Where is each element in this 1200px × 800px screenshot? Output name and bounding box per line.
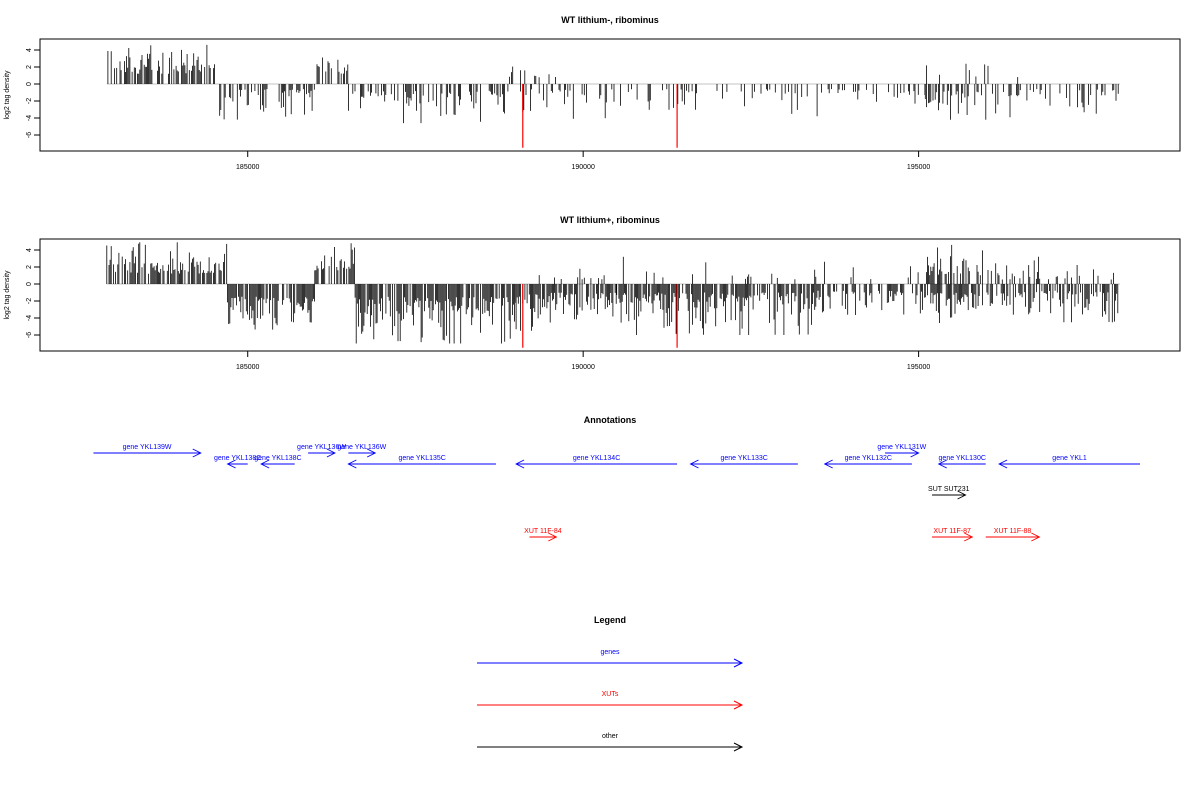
legend-title: Legend xyxy=(594,615,626,625)
y-tick-label: 2 xyxy=(26,65,33,69)
feature-label: gene YKL132C xyxy=(845,455,892,462)
arrow-head xyxy=(689,459,699,469)
legend-label: other xyxy=(602,733,619,740)
arrow-head xyxy=(260,459,270,469)
legend-arrow-head xyxy=(733,658,744,668)
feature-label: gene YKL139W xyxy=(123,444,172,451)
arrow-head xyxy=(1031,532,1041,542)
feature-label: gene YKL136W xyxy=(297,444,346,451)
legend-panel: Legend genes XUTs other xyxy=(477,615,744,752)
feature-label: gene YKL138C xyxy=(254,455,301,462)
axis-ticks: -6 -4 -2 0 2 4 185000 190000 195000 xyxy=(26,248,931,371)
y-tick-label: 4 xyxy=(26,248,33,252)
x-tick-label: 185000 xyxy=(236,164,259,171)
arrow-head xyxy=(548,532,558,542)
y-tick-label: -2 xyxy=(26,98,33,104)
panel-title: WT lithium+, ribominus xyxy=(560,215,660,225)
arrow-head xyxy=(910,448,920,458)
y-tick-label: -6 xyxy=(26,332,33,338)
y-tick-label: 2 xyxy=(26,265,33,269)
density-bars xyxy=(106,242,1120,344)
arrow-head xyxy=(366,448,377,458)
arrow-head xyxy=(226,459,236,469)
arrow-head xyxy=(347,459,357,469)
y-axis-label: log2 tag density xyxy=(4,270,11,320)
x-tick-label: 195000 xyxy=(907,364,930,371)
feature-label: XUT 11F-88 xyxy=(994,528,1032,535)
feature-label: gene YKL131W xyxy=(877,444,926,451)
highlight-lines xyxy=(522,84,678,148)
annotations-title: Annotations xyxy=(584,415,637,425)
feature-label: gene YKL130C xyxy=(939,455,986,462)
arrow-head xyxy=(823,459,833,469)
arrow-head xyxy=(192,448,202,458)
feature-label: SUT SUT231 xyxy=(928,486,970,493)
feature-label: gene YKL136W xyxy=(337,444,386,451)
highlight-lines xyxy=(522,284,678,348)
arrow-head xyxy=(937,459,947,469)
panel-title: WT lithium-, ribominus xyxy=(561,15,659,25)
arrow-head xyxy=(326,448,336,458)
y-tick-label: 0 xyxy=(26,282,33,286)
plot-frame xyxy=(39,38,1181,152)
arrow-head xyxy=(515,459,525,469)
feature-label: gene YKL133C xyxy=(720,455,767,462)
y-tick-label: -4 xyxy=(26,315,33,321)
track-panel-lithium-plus: WT lithium+, ribominus log2 tag density … xyxy=(4,215,1181,371)
x-tick-label: 195000 xyxy=(907,164,930,171)
arrow-head xyxy=(964,532,974,542)
feature-label: gene YKL135C xyxy=(398,455,445,462)
y-tick-label: 0 xyxy=(26,82,33,86)
arrow-head xyxy=(957,490,967,500)
y-axis-label: log2 tag density xyxy=(4,70,11,120)
feature-label: XUT 11F-84 xyxy=(524,528,562,535)
y-tick-label: -4 xyxy=(26,115,33,121)
density-bars xyxy=(106,44,1120,124)
legend-arrow-head xyxy=(733,700,744,710)
track-panel-lithium-minus: WT lithium-, ribominus log2 tag density … xyxy=(4,15,1181,171)
feature-label: XUT 11F-87 xyxy=(933,528,971,535)
x-tick-label: 185000 xyxy=(236,364,259,371)
legend-label: XUTs xyxy=(602,691,619,698)
plot-frame xyxy=(39,238,1181,352)
y-tick-label: -6 xyxy=(26,132,33,138)
x-tick-label: 190000 xyxy=(571,364,594,371)
legend-label: genes xyxy=(600,649,620,656)
axis-ticks: -6 -4 -2 0 2 4 185000 190000 195000 xyxy=(26,48,931,171)
feature-label: gene YKL134C xyxy=(573,455,620,462)
legend-items: genes XUTs other xyxy=(477,649,744,752)
x-tick-label: 190000 xyxy=(571,164,594,171)
y-tick-label: 4 xyxy=(26,48,33,52)
feature-label: gene YKL1 xyxy=(1052,455,1087,462)
y-tick-label: -2 xyxy=(26,298,33,304)
legend-arrow-head xyxy=(733,742,744,752)
arrow-head xyxy=(998,459,1008,469)
feature-label: gene YKL138C xyxy=(214,455,261,462)
